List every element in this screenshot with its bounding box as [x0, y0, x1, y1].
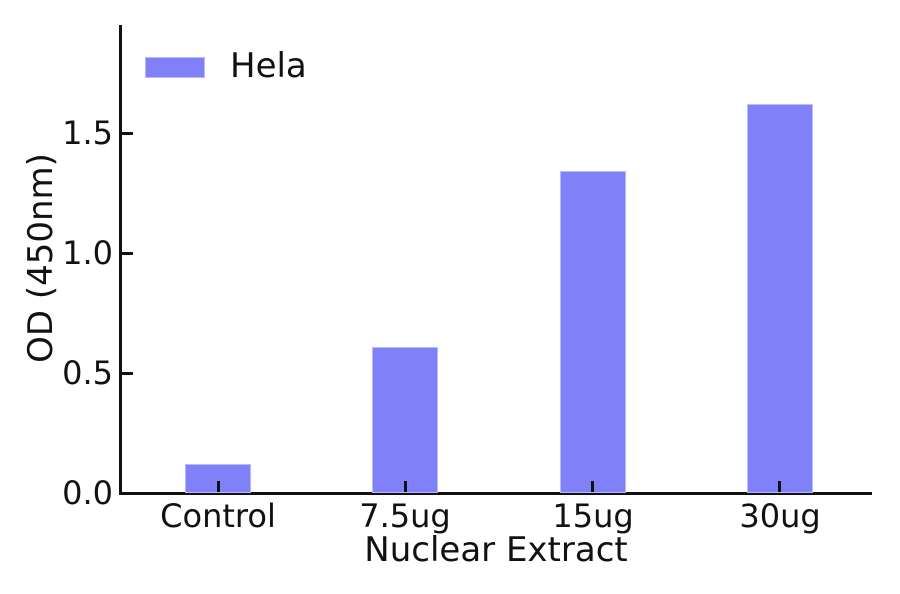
y-axis-title: OD (450nm) [21, 153, 61, 363]
x-tick-mark [591, 481, 594, 492]
bar-7-5ug [372, 347, 438, 493]
x-axis-line [119, 492, 872, 495]
x-tick-label: 7.5ug [359, 497, 451, 535]
x-tick-mark [217, 481, 220, 492]
y-axis-line [119, 25, 122, 495]
y-tick-mark [122, 252, 133, 255]
bar-30ug [747, 104, 813, 493]
y-tick-label: 0.0 [62, 474, 113, 512]
x-tick-label: Control [160, 497, 276, 535]
y-tick-mark [122, 372, 133, 375]
x-tick-label: 15ug [552, 497, 634, 535]
legend-series-label: Hela [230, 46, 307, 86]
y-tick-mark [122, 132, 133, 135]
y-tick-label: 1.0 [62, 234, 113, 272]
x-tick-mark [404, 481, 407, 492]
x-axis-title: Nuclear Extract [364, 530, 628, 570]
legend-color-swatch [145, 57, 205, 78]
y-tick-label: 0.5 [62, 354, 113, 392]
y-tick-label: 1.5 [62, 114, 113, 152]
x-tick-label: 30ug [739, 497, 821, 535]
x-tick-mark [778, 481, 781, 492]
bar-15ug [560, 171, 626, 493]
